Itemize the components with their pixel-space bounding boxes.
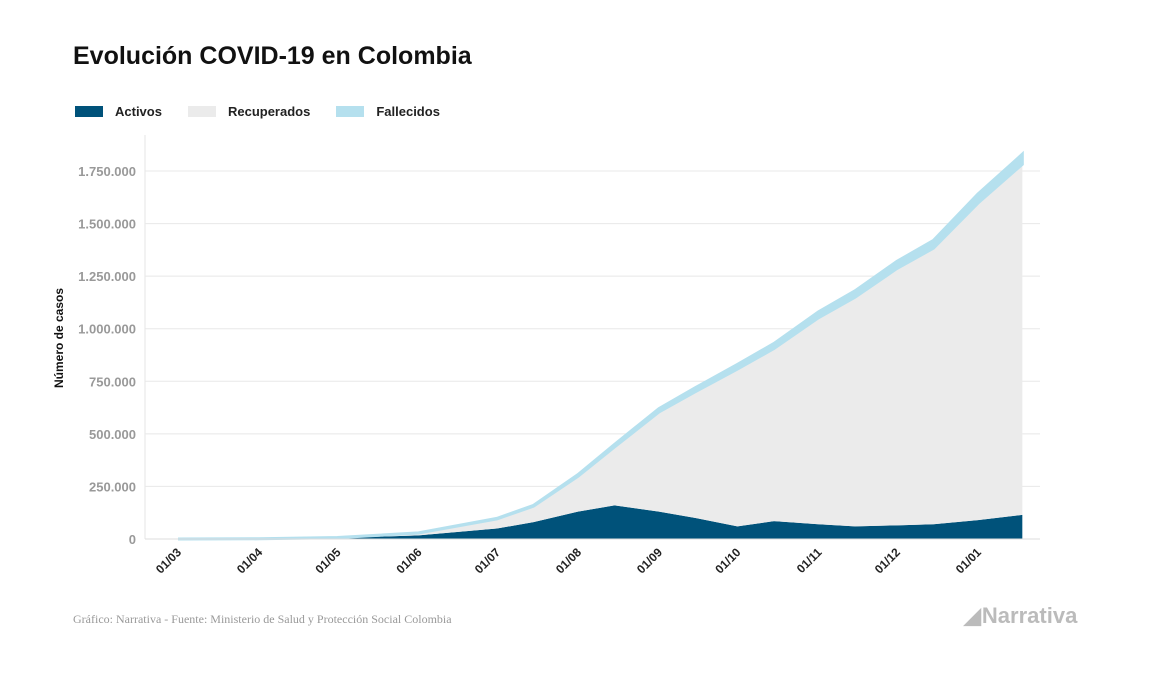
logo-n-icon: ◢ <box>964 603 981 628</box>
x-tick-label: 01/05 <box>312 545 343 576</box>
area-fallecidos <box>177 150 1024 541</box>
y-tick-label: 1.750.000 <box>78 164 136 179</box>
y-tick-label: 1.250.000 <box>78 269 136 284</box>
x-tick-label: 01/04 <box>234 545 265 576</box>
x-tick-label: 01/10 <box>712 545 743 576</box>
x-tick-label: 01/12 <box>872 545 903 576</box>
x-tick-label: 01/08 <box>553 545 584 576</box>
x-tick-label: 01/01 <box>953 545 984 576</box>
y-tick-label: 1.000.000 <box>78 322 136 337</box>
legend-item-fallecidos: Fallecidos <box>336 104 440 119</box>
chart-title: Evolución COVID-19 en Colombia <box>73 42 472 70</box>
y-tick-label: 0 <box>129 532 136 547</box>
y-axis-title: Número de casos <box>52 288 66 388</box>
legend-swatch <box>187 106 216 117</box>
area-activos <box>178 505 1023 539</box>
legend-item-activos: Activos <box>75 104 162 119</box>
x-tick-label: 01/07 <box>472 545 503 576</box>
y-tick-label: 750.000 <box>89 374 136 389</box>
legend: Activos Recuperados Fallecidos <box>75 104 466 119</box>
y-tick-label: 500.000 <box>89 427 136 442</box>
y-tick-label: 250.000 <box>89 479 136 494</box>
y-tick-label: 1.500.000 <box>78 217 136 232</box>
logo-text: Narrativa <box>981 603 1078 628</box>
x-tick-label: 01/06 <box>393 545 424 576</box>
x-tick-label: 01/09 <box>634 545 665 576</box>
legend-swatch <box>75 106 103 117</box>
legend-item-recuperados: Recuperados <box>187 104 311 119</box>
x-tick-label: 01/03 <box>153 545 184 576</box>
legend-label: Recuperados <box>227 104 311 119</box>
legend-swatch <box>336 106 365 117</box>
narrativa-logo: ◢ Narrativa <box>964 603 1077 629</box>
legend-label: Fallecidos <box>376 104 440 119</box>
area-recuperados <box>178 164 1023 539</box>
source-note: Gráfico: Narrativa - Fuente: Ministerio … <box>73 612 452 626</box>
legend-label: Activos <box>115 104 162 119</box>
x-tick-label: 01/11 <box>794 545 825 576</box>
